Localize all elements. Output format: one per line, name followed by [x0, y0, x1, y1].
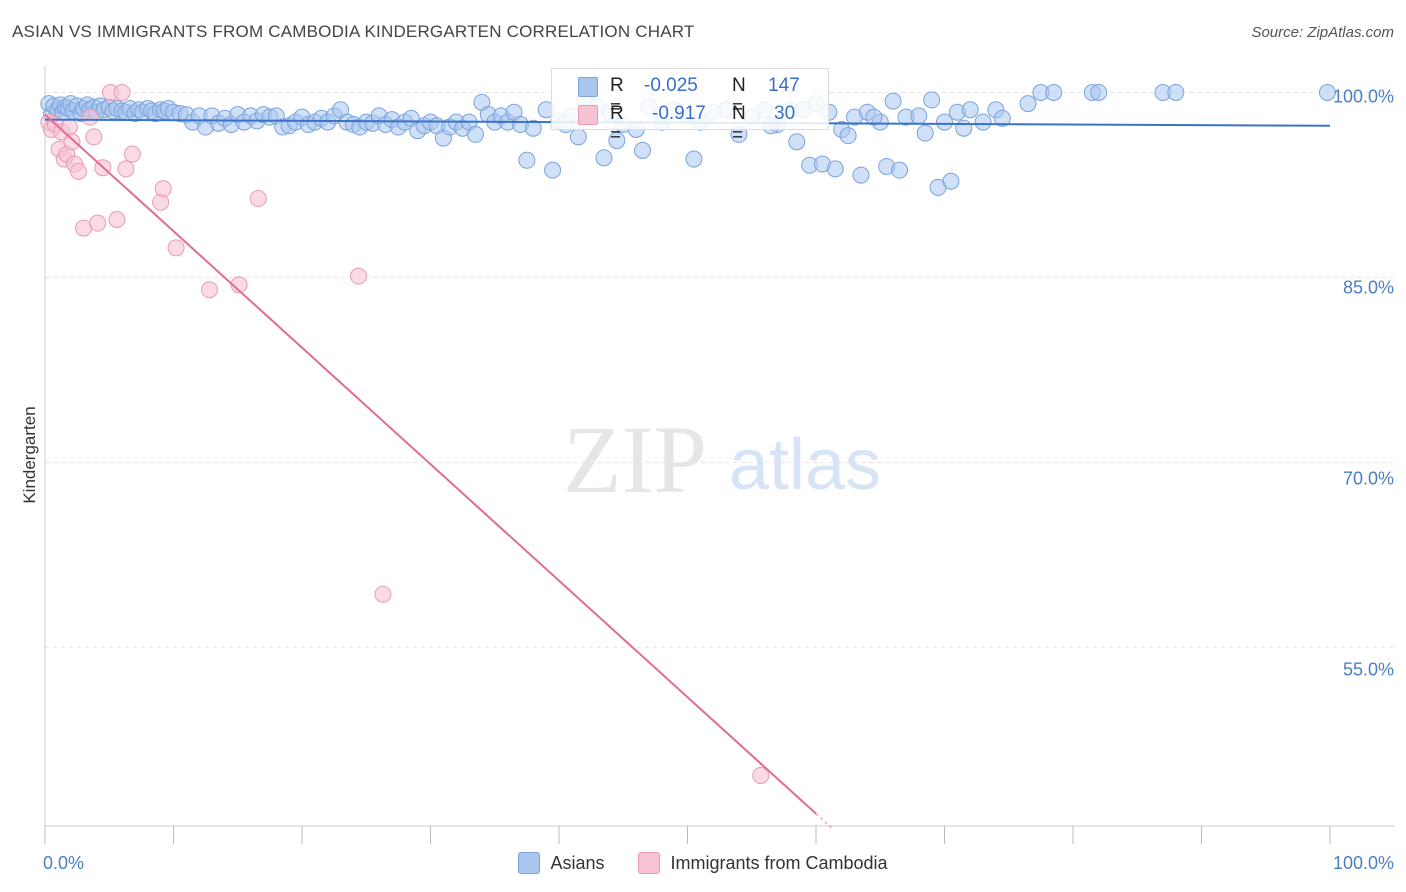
- legend-label-cambodia: Immigrants from Cambodia: [670, 852, 888, 873]
- legend-swatch-cambodia: [638, 852, 661, 874]
- cambodia-point: [374, 585, 392, 603]
- cambodia-point: [200, 281, 218, 299]
- r-label: R =: [610, 103, 624, 146]
- cambodia-point: [81, 108, 99, 126]
- cambodia-point: [123, 145, 141, 163]
- r-value-asians: -0.025: [644, 75, 698, 96]
- asians-point: [544, 161, 562, 179]
- asians-point: [910, 107, 928, 125]
- n-label: N =: [732, 75, 746, 118]
- y-tick-label-100: 100.0%: [1332, 86, 1394, 107]
- cambodia-point: [752, 766, 770, 784]
- cambodia-point: [75, 219, 93, 237]
- asians-point: [1045, 83, 1063, 101]
- x-tick-label-left: 0.0%: [43, 853, 85, 873]
- asians-point: [608, 132, 626, 150]
- x-tick-label-right: 100.0%: [1332, 853, 1394, 873]
- asians-point: [1090, 83, 1108, 101]
- cambodia-point: [350, 267, 368, 285]
- asians-point: [891, 161, 909, 179]
- r-value-cambodia: -0.917: [652, 103, 706, 124]
- asians-point: [788, 133, 806, 151]
- asians-point: [518, 151, 536, 169]
- asians-point: [595, 149, 613, 167]
- asians-point: [826, 160, 844, 178]
- cambodia-point: [117, 160, 135, 178]
- axes: [44, 66, 1395, 844]
- asians-point: [524, 119, 542, 137]
- cambodia-point: [230, 276, 248, 294]
- watermark: ZIP atlas: [563, 406, 881, 513]
- legend-label-asians: Asians: [550, 852, 605, 873]
- chart-title: ASIAN VS IMMIGRANTS FROM CAMBODIA KINDER…: [12, 22, 695, 41]
- asians-point: [942, 172, 960, 190]
- asians-point: [852, 166, 870, 184]
- source-label: Source: ZipAtlas.com: [1251, 24, 1394, 41]
- y-tick-label-85: 85.0%: [1342, 277, 1394, 298]
- asians-point: [961, 101, 979, 119]
- asians-point: [1167, 83, 1185, 101]
- n-label: N =: [732, 103, 746, 146]
- y-tick-label-70: 70.0%: [1342, 468, 1394, 489]
- legend-item-cambodia[interactable]: Immigrants from Cambodia: [638, 852, 888, 874]
- asians-point: [923, 91, 941, 109]
- y-axis-label: Kindergarten: [20, 406, 39, 504]
- asians-point: [916, 124, 934, 142]
- legend-swatch-asians: [518, 852, 541, 874]
- cambodia-point: [89, 214, 107, 232]
- asians-point: [865, 108, 883, 126]
- legend: Asians Immigrants from Cambodia: [0, 852, 1406, 874]
- watermark-atlas: atlas: [729, 425, 881, 505]
- asians-point: [974, 113, 992, 131]
- cambodia-point: [249, 190, 267, 208]
- asians-point: [993, 109, 1011, 127]
- asians-point: [1019, 95, 1037, 113]
- r-label: R =: [610, 75, 624, 118]
- stats-legend-box: R = -0.025 N = 147 R = -0.917 N = 30: [551, 68, 829, 146]
- cambodia-point: [167, 239, 185, 257]
- n-value-cambodia: 30: [774, 103, 796, 124]
- cambodia-point: [63, 133, 81, 151]
- asians-point: [936, 113, 953, 131]
- cambodia-swatch: [578, 105, 598, 125]
- n-value-asians: 147: [768, 75, 800, 96]
- asians-swatch: [578, 77, 598, 97]
- asians-point: [634, 141, 652, 159]
- y-tick-label-55: 55.0%: [1342, 659, 1394, 680]
- cambodia-point: [69, 162, 87, 180]
- asians-point: [884, 92, 902, 110]
- asians-point: [839, 127, 857, 145]
- cambodia-point: [113, 83, 131, 101]
- cambodia-trendline: [44, 113, 817, 815]
- cambodia-point: [154, 180, 172, 198]
- watermark-zip: ZIP: [563, 406, 707, 513]
- asians-point: [569, 128, 587, 146]
- grid-lines: [45, 91, 1395, 648]
- asians-point: [466, 125, 484, 143]
- legend-item-asians[interactable]: Asians: [518, 852, 604, 874]
- cambodia-point: [108, 210, 126, 228]
- asians-point: [685, 150, 703, 168]
- cambodia-point: [85, 128, 103, 146]
- asians-point: [1318, 83, 1336, 101]
- asians-point: [955, 119, 973, 137]
